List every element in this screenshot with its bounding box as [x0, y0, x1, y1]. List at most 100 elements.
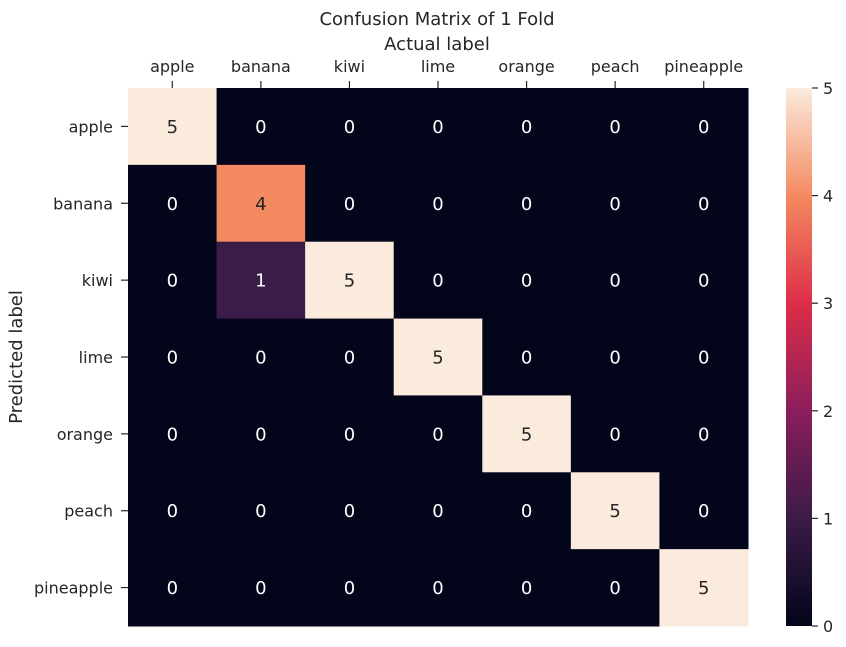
x-axis-label: Actual label [384, 34, 490, 55]
heatmap-cell [128, 549, 218, 627]
heatmap-cell [570, 472, 660, 550]
heatmap-cell [216, 164, 306, 243]
cell-value: 0 [609, 117, 620, 138]
y-tick-label: orange [57, 425, 113, 444]
colorbar-tick-label: 0 [823, 617, 833, 636]
cell-value: 0 [344, 117, 355, 138]
heatmap-cell [305, 395, 395, 473]
cell-value: 0 [609, 578, 620, 599]
cell-annotations: 5 0 0 0 0 0 0 0 4 0 0 0 0 0 0 1 5 0 0 0 0 0 0 0 5 0 0 0 0 0 0 0 5 0 0 0 0 0 0 0… [167, 117, 710, 599]
cell-value: 0 [432, 424, 443, 445]
cell-value: 0 [167, 348, 178, 369]
heatmap-cell [305, 318, 395, 396]
heatmap-cell [393, 395, 483, 473]
cell-value: 0 [344, 194, 355, 215]
heatmap-cell [128, 318, 218, 396]
heatmap-cell [128, 88, 218, 166]
heatmap-cell [128, 164, 218, 243]
cell-value: 0 [344, 578, 355, 599]
colorbar-tick-label: 2 [823, 402, 833, 421]
cell-value: 0 [167, 578, 178, 599]
x-tick-label: orange [498, 57, 554, 76]
x-tick-label: kiwi [334, 57, 365, 76]
chart-title: Confusion Matrix of 1 Fold [319, 9, 554, 30]
x-tick-label: lime [421, 57, 455, 76]
cell-value: 1 [255, 271, 266, 292]
heatmap-cell [216, 472, 306, 550]
heatmap-cell [570, 241, 660, 320]
cell-value: 0 [255, 117, 266, 138]
heatmap-cell [216, 549, 306, 627]
cell-value: 4 [255, 194, 266, 215]
heatmap-cell [482, 164, 572, 243]
cell-value: 5 [698, 578, 709, 599]
y-tick-label: banana [53, 194, 113, 213]
heatmap-cell [570, 549, 660, 627]
cell-value: 0 [432, 271, 443, 292]
heatmap-cell [659, 88, 749, 166]
x-tick-label: pineapple [664, 57, 743, 76]
y-tick-labels: apple banana kiwi lime orange peach pineapple [34, 117, 128, 598]
cell-value: 0 [698, 424, 709, 445]
colorbar [786, 88, 812, 626]
cell-value: 0 [521, 117, 532, 138]
heatmap-cell [482, 395, 572, 473]
cell-value: 0 [609, 424, 620, 445]
cell-value: 0 [521, 578, 532, 599]
heatmap-cell [659, 395, 749, 473]
cell-value: 0 [344, 348, 355, 369]
cell-value: 5 [167, 117, 178, 138]
heatmap-cell [659, 164, 749, 243]
heatmap-cell [393, 164, 483, 243]
cell-value: 0 [255, 424, 266, 445]
y-tick-label: peach [64, 502, 113, 521]
cell-value: 0 [344, 501, 355, 522]
colorbar-ticks: 0 1 2 3 4 5 [812, 79, 833, 636]
cell-value: 5 [344, 271, 355, 292]
cell-value: 0 [521, 348, 532, 369]
cell-value: 5 [521, 424, 532, 445]
heatmap-cell [216, 318, 306, 396]
x-tick-label: apple [150, 57, 194, 76]
y-tick-label: pineapple [34, 579, 113, 598]
cell-value: 0 [609, 194, 620, 215]
heatmap-cell [305, 472, 395, 550]
cell-value: 0 [255, 348, 266, 369]
heatmap-cell [128, 395, 218, 473]
cell-value: 0 [432, 194, 443, 215]
heatmap-cell [393, 549, 483, 627]
cell-value: 0 [432, 578, 443, 599]
cell-value: 0 [167, 194, 178, 215]
heatmap-cell [570, 395, 660, 473]
cell-value: 0 [609, 348, 620, 369]
heatmap-cell [305, 549, 395, 627]
heatmap-cell [216, 88, 306, 166]
heatmap-cell [570, 88, 660, 166]
heatmap-cell [570, 318, 660, 396]
heatmap-cell [128, 241, 218, 320]
colorbar-tick-label: 3 [823, 294, 833, 313]
x-tick-label: peach [591, 57, 640, 76]
heatmap-cell [305, 88, 395, 166]
heatmap-cells [128, 88, 749, 627]
colorbar-tick-label: 1 [823, 509, 833, 528]
heatmap-cell [305, 164, 395, 243]
heatmap-cell [393, 241, 483, 320]
cell-value: 5 [432, 348, 443, 369]
y-tick-label: kiwi [82, 271, 113, 290]
x-tick-labels: apple banana kiwi lime orange peach pineapple [150, 57, 743, 88]
heatmap-cell [128, 472, 218, 550]
y-tick-label: apple [69, 117, 113, 136]
heatmap-cell [659, 549, 749, 627]
heatmap-cell [659, 318, 749, 396]
heatmap-cell [482, 88, 572, 166]
cell-value: 0 [521, 194, 532, 215]
cell-value: 0 [521, 271, 532, 292]
y-tick-label: lime [79, 348, 113, 367]
heatmap-cell [482, 549, 572, 627]
cell-value: 0 [609, 271, 620, 292]
heatmap-cell [393, 472, 483, 550]
cell-value: 0 [255, 578, 266, 599]
heatmap-cell [482, 318, 572, 396]
